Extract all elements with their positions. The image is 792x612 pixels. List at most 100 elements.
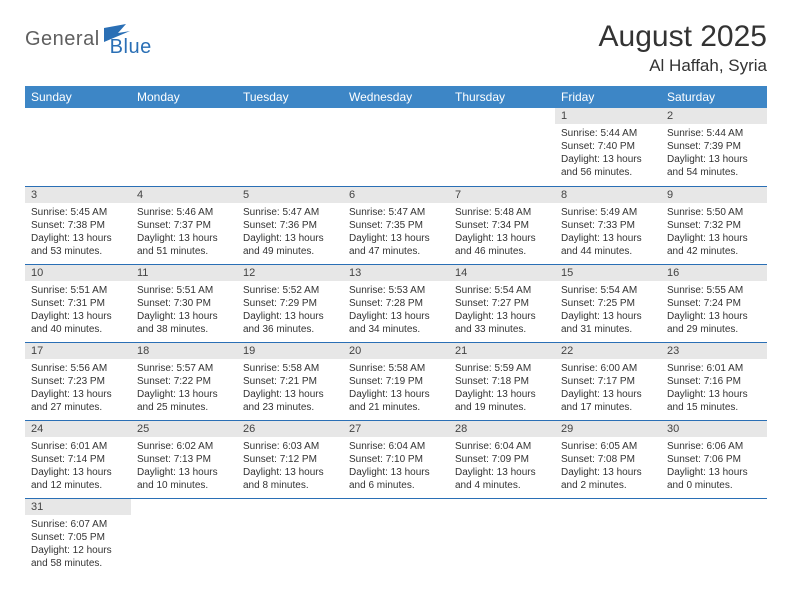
empty-cell — [343, 498, 449, 576]
day-cell: 1Sunrise: 5:44 AMSunset: 7:40 PMDaylight… — [555, 108, 661, 186]
day-cell: 17Sunrise: 5:56 AMSunset: 7:23 PMDayligh… — [25, 342, 131, 420]
day-body: Sunrise: 6:04 AMSunset: 7:10 PMDaylight:… — [343, 437, 449, 496]
day-cell: 6Sunrise: 5:47 AMSunset: 7:35 PMDaylight… — [343, 186, 449, 264]
day-header: Thursday — [449, 86, 555, 108]
day-body: Sunrise: 5:53 AMSunset: 7:28 PMDaylight:… — [343, 281, 449, 340]
day-body: Sunrise: 6:00 AMSunset: 7:17 PMDaylight:… — [555, 359, 661, 418]
day-number: 6 — [343, 187, 449, 203]
day-number: 2 — [661, 108, 767, 124]
calendar-page: General Blue August 2025 Al Haffah, Syri… — [0, 0, 792, 596]
day-number: 21 — [449, 343, 555, 359]
day-body: Sunrise: 6:03 AMSunset: 7:12 PMDaylight:… — [237, 437, 343, 496]
day-body: Sunrise: 6:07 AMSunset: 7:05 PMDaylight:… — [25, 515, 131, 574]
day-number: 22 — [555, 343, 661, 359]
day-body: Sunrise: 5:54 AMSunset: 7:27 PMDaylight:… — [449, 281, 555, 340]
day-cell: 29Sunrise: 6:05 AMSunset: 7:08 PMDayligh… — [555, 420, 661, 498]
day-cell: 15Sunrise: 5:54 AMSunset: 7:25 PMDayligh… — [555, 264, 661, 342]
day-number: 28 — [449, 421, 555, 437]
day-cell: 31Sunrise: 6:07 AMSunset: 7:05 PMDayligh… — [25, 498, 131, 576]
day-number: 23 — [661, 343, 767, 359]
day-body: Sunrise: 6:04 AMSunset: 7:09 PMDaylight:… — [449, 437, 555, 496]
day-header: Wednesday — [343, 86, 449, 108]
day-cell: 13Sunrise: 5:53 AMSunset: 7:28 PMDayligh… — [343, 264, 449, 342]
day-number: 24 — [25, 421, 131, 437]
empty-cell — [555, 498, 661, 576]
empty-cell — [449, 498, 555, 576]
day-number: 26 — [237, 421, 343, 437]
day-cell: 11Sunrise: 5:51 AMSunset: 7:30 PMDayligh… — [131, 264, 237, 342]
day-number: 25 — [131, 421, 237, 437]
day-number: 15 — [555, 265, 661, 281]
calendar-row: 24Sunrise: 6:01 AMSunset: 7:14 PMDayligh… — [25, 420, 767, 498]
day-number: 7 — [449, 187, 555, 203]
day-body: Sunrise: 5:54 AMSunset: 7:25 PMDaylight:… — [555, 281, 661, 340]
day-cell: 27Sunrise: 6:04 AMSunset: 7:10 PMDayligh… — [343, 420, 449, 498]
title-block: August 2025 Al Haffah, Syria — [599, 20, 767, 76]
header: General Blue August 2025 Al Haffah, Syri… — [25, 20, 767, 76]
empty-cell — [25, 108, 131, 186]
day-body: Sunrise: 5:50 AMSunset: 7:32 PMDaylight:… — [661, 203, 767, 262]
empty-cell — [449, 108, 555, 186]
day-body: Sunrise: 5:59 AMSunset: 7:18 PMDaylight:… — [449, 359, 555, 418]
day-header: Tuesday — [237, 86, 343, 108]
empty-cell — [661, 498, 767, 576]
day-body: Sunrise: 5:58 AMSunset: 7:21 PMDaylight:… — [237, 359, 343, 418]
day-number: 29 — [555, 421, 661, 437]
calendar-table: SundayMondayTuesdayWednesdayThursdayFrid… — [25, 86, 767, 576]
day-number: 8 — [555, 187, 661, 203]
day-body: Sunrise: 5:52 AMSunset: 7:29 PMDaylight:… — [237, 281, 343, 340]
day-number: 20 — [343, 343, 449, 359]
day-number: 17 — [25, 343, 131, 359]
calendar-body: 1Sunrise: 5:44 AMSunset: 7:40 PMDaylight… — [25, 108, 767, 576]
day-cell: 12Sunrise: 5:52 AMSunset: 7:29 PMDayligh… — [237, 264, 343, 342]
location: Al Haffah, Syria — [599, 56, 767, 76]
day-body: Sunrise: 5:46 AMSunset: 7:37 PMDaylight:… — [131, 203, 237, 262]
day-cell: 30Sunrise: 6:06 AMSunset: 7:06 PMDayligh… — [661, 420, 767, 498]
day-cell: 16Sunrise: 5:55 AMSunset: 7:24 PMDayligh… — [661, 264, 767, 342]
month-year: August 2025 — [599, 20, 767, 54]
day-cell: 14Sunrise: 5:54 AMSunset: 7:27 PMDayligh… — [449, 264, 555, 342]
day-number: 1 — [555, 108, 661, 124]
empty-cell — [131, 108, 237, 186]
day-number: 14 — [449, 265, 555, 281]
day-cell: 7Sunrise: 5:48 AMSunset: 7:34 PMDaylight… — [449, 186, 555, 264]
day-body: Sunrise: 5:56 AMSunset: 7:23 PMDaylight:… — [25, 359, 131, 418]
day-number: 30 — [661, 421, 767, 437]
empty-cell — [237, 108, 343, 186]
day-header: Friday — [555, 86, 661, 108]
calendar-row: 31Sunrise: 6:07 AMSunset: 7:05 PMDayligh… — [25, 498, 767, 576]
day-cell: 25Sunrise: 6:02 AMSunset: 7:13 PMDayligh… — [131, 420, 237, 498]
day-body: Sunrise: 5:47 AMSunset: 7:36 PMDaylight:… — [237, 203, 343, 262]
day-cell: 5Sunrise: 5:47 AMSunset: 7:36 PMDaylight… — [237, 186, 343, 264]
day-cell: 18Sunrise: 5:57 AMSunset: 7:22 PMDayligh… — [131, 342, 237, 420]
day-number: 3 — [25, 187, 131, 203]
day-body: Sunrise: 5:48 AMSunset: 7:34 PMDaylight:… — [449, 203, 555, 262]
day-number: 5 — [237, 187, 343, 203]
day-body: Sunrise: 6:06 AMSunset: 7:06 PMDaylight:… — [661, 437, 767, 496]
day-cell: 19Sunrise: 5:58 AMSunset: 7:21 PMDayligh… — [237, 342, 343, 420]
day-cell: 10Sunrise: 5:51 AMSunset: 7:31 PMDayligh… — [25, 264, 131, 342]
day-number: 11 — [131, 265, 237, 281]
day-cell: 24Sunrise: 6:01 AMSunset: 7:14 PMDayligh… — [25, 420, 131, 498]
day-number: 13 — [343, 265, 449, 281]
day-number: 27 — [343, 421, 449, 437]
calendar-row: 17Sunrise: 5:56 AMSunset: 7:23 PMDayligh… — [25, 342, 767, 420]
day-body: Sunrise: 5:44 AMSunset: 7:40 PMDaylight:… — [555, 124, 661, 183]
day-header: Saturday — [661, 86, 767, 108]
empty-cell — [131, 498, 237, 576]
logo-part2: Blue — [110, 36, 152, 59]
day-number: 16 — [661, 265, 767, 281]
day-body: Sunrise: 5:58 AMSunset: 7:19 PMDaylight:… — [343, 359, 449, 418]
day-cell: 2Sunrise: 5:44 AMSunset: 7:39 PMDaylight… — [661, 108, 767, 186]
calendar-row: 3Sunrise: 5:45 AMSunset: 7:38 PMDaylight… — [25, 186, 767, 264]
day-header: Sunday — [25, 86, 131, 108]
day-body: Sunrise: 6:05 AMSunset: 7:08 PMDaylight:… — [555, 437, 661, 496]
calendar-head: SundayMondayTuesdayWednesdayThursdayFrid… — [25, 86, 767, 108]
day-number: 4 — [131, 187, 237, 203]
calendar-row: 10Sunrise: 5:51 AMSunset: 7:31 PMDayligh… — [25, 264, 767, 342]
day-number: 31 — [25, 499, 131, 515]
day-cell: 21Sunrise: 5:59 AMSunset: 7:18 PMDayligh… — [449, 342, 555, 420]
day-body: Sunrise: 5:44 AMSunset: 7:39 PMDaylight:… — [661, 124, 767, 183]
logo: General Blue — [25, 20, 152, 59]
day-body: Sunrise: 5:45 AMSunset: 7:38 PMDaylight:… — [25, 203, 131, 262]
